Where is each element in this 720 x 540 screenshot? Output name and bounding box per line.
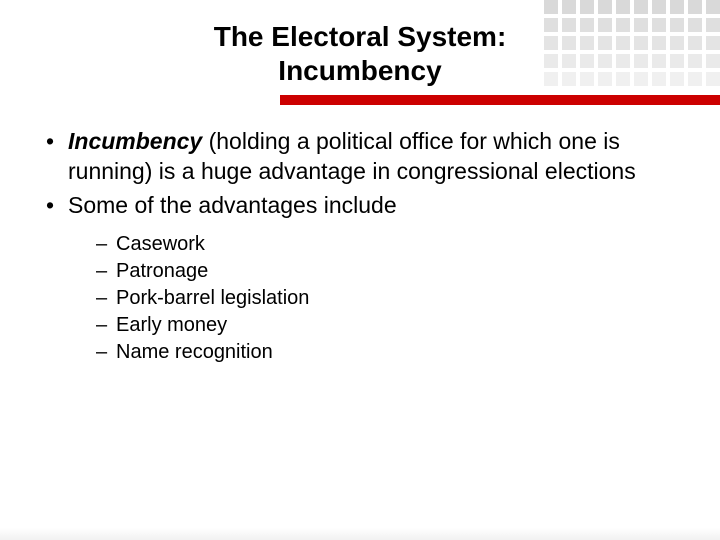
grid-cell [544, 0, 558, 14]
term-incumbency: Incumbency [68, 128, 202, 154]
title-line-2: Incumbency [278, 55, 441, 86]
grid-cell [706, 72, 720, 86]
sub-bullet-text: Patronage [116, 260, 208, 282]
bullet-text: Some of the advantages include [68, 192, 397, 218]
grid-cell [598, 0, 612, 14]
bullet-list: Incumbency (holding a political office f… [40, 127, 680, 366]
grid-cell [706, 36, 720, 50]
grid-cell [580, 0, 594, 14]
sub-bullet-list: Casework Patronage Pork-barrel legislati… [68, 231, 680, 366]
slide-title: The Electoral System: Incumbency [40, 20, 680, 87]
grid-cell [688, 54, 702, 68]
grid-cell [706, 18, 720, 32]
grid-cell [706, 0, 720, 14]
sub-bullet-item: Name recognition [68, 339, 680, 366]
bullet-item: Incumbency (holding a political office f… [40, 127, 680, 187]
accent-bar [280, 95, 720, 105]
grid-cell [670, 0, 684, 14]
grid-cell [616, 0, 630, 14]
grid-cell [706, 54, 720, 68]
grid-cell [562, 0, 576, 14]
footer-decoration [0, 528, 720, 540]
grid-cell [634, 0, 648, 14]
grid-cell [688, 72, 702, 86]
grid-cell [688, 18, 702, 32]
sub-bullet-text: Casework [116, 233, 205, 255]
sub-bullet-item: Casework [68, 231, 680, 258]
bullet-item: Some of the advantages include Casework … [40, 191, 680, 366]
grid-cell [688, 36, 702, 50]
sub-bullet-text: Early money [116, 314, 227, 336]
sub-bullet-item: Early money [68, 312, 680, 339]
title-line-1: The Electoral System: [214, 21, 507, 52]
sub-bullet-item: Pork-barrel legislation [68, 285, 680, 312]
sub-bullet-text: Pork-barrel legislation [116, 287, 309, 309]
grid-cell [688, 0, 702, 14]
grid-cell [652, 0, 666, 14]
slide: The Electoral System: Incumbency Incumbe… [0, 0, 720, 540]
sub-bullet-text: Name recognition [116, 341, 273, 363]
sub-bullet-item: Patronage [68, 258, 680, 285]
